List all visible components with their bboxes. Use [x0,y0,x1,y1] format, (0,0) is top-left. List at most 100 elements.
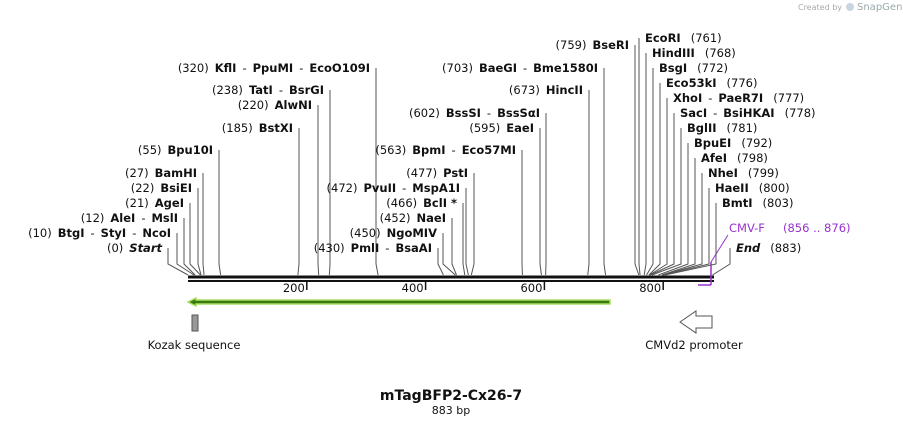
site-label: End (883) [736,241,801,255]
ruler-label: 800 [639,281,661,295]
site-line [649,98,668,276]
site-position: (452) [380,211,411,225]
site-line [470,173,475,276]
site-line [176,233,195,276]
enzyme-name: BssSαI [497,106,540,120]
separator: - [385,241,389,255]
enzyme-name: NaeI [417,211,446,225]
site-label: EcoRI (761) [645,31,722,45]
enzyme-name: StyI [101,226,127,240]
site-label: AfeI (798) [701,151,768,165]
site-position: (12) [81,211,105,225]
site-position: (185) [222,121,253,135]
site-position: (798) [737,151,768,165]
site-label: (55) Bpu10I [138,143,213,157]
site-label: (450) NgoMIV [350,226,437,240]
enzyme-name: Eco53kI [666,76,717,90]
enzyme-name: PmlI [351,241,380,255]
site-line [189,203,201,276]
credit-prefix: Created by [798,3,842,12]
separator: - [242,61,246,75]
site-position: (22) [131,181,155,195]
site-label: (238) TatI - BsrGI [212,83,324,97]
enzyme-name: PvuII [363,181,396,195]
site-position: (778) [785,106,816,120]
enzyme-name: BamHI [155,166,197,180]
separator: - [708,91,712,105]
credit-brand: SnapGene [857,2,903,13]
primer-line [710,234,729,263]
enzyme-name: MslI [151,211,178,225]
ruler-label: 600 [520,281,542,295]
site-line [648,83,661,276]
enzyme-name: BmtI [722,196,753,210]
site-line [643,53,647,276]
ruler-label: 400 [402,281,424,295]
enzyme-name: EcoO109I [309,61,370,75]
enzyme-name: BclI * [423,196,457,210]
site-label: (602) BssSI - BssSαI [409,106,540,120]
site-line [451,218,457,276]
site-position: (792) [741,136,772,150]
enzyme-name: PaeR7I [718,91,763,105]
primer-name: CMV-F [729,221,765,235]
site-line [661,158,696,276]
site-line [462,203,466,276]
enzyme-name: NheI [708,166,738,180]
site-position: (472) [327,181,358,195]
site-position: (781) [727,121,758,135]
enzyme-name: BglII [687,121,717,135]
enzyme-name: BsaAI [395,241,432,255]
site-label: (759) BseRI [556,38,629,52]
title: mTagBFP2-Cx26-7 [380,388,522,404]
enzyme-name: BseRI [592,38,629,52]
site-line [663,188,710,276]
site-label: (0) Start [107,241,163,255]
site-position: (320) [178,61,209,75]
separator: - [279,83,283,97]
site-position: (450) [350,226,381,240]
site-line [658,143,689,276]
site-line [197,188,202,276]
separator: - [523,61,527,75]
enzyme-name: BpuEI [694,136,731,150]
enzyme-name: MspA1I [412,181,460,195]
separator: - [132,226,136,240]
site-line [442,233,456,276]
site-position: (238) [212,83,243,97]
separator: - [452,143,456,157]
enzyme-name: BtgI [58,226,85,240]
site-line [202,173,205,276]
site-label: (320) KflI - PpuMI - EcoO109I [178,61,370,75]
enzyme-name: AfeI [701,151,727,165]
site-line [712,248,731,276]
site-line [317,105,320,276]
site-line [646,68,654,276]
site-position: (761) [691,31,722,45]
enzyme-name: BsiEI [160,181,192,195]
site-label: BglII (781) [687,121,757,135]
site-position: (772) [697,61,728,75]
site-label: (185) BstXI [222,121,293,135]
enzyme-name: Bme1580I [533,61,598,75]
site-line [664,203,717,276]
site-line [465,188,469,276]
site-label: (563) BpmI - Eco57MI [375,143,516,157]
feature-label: CMVd2 promoter [645,338,743,352]
promoter-arrow [679,310,713,334]
site-position: (602) [409,106,440,120]
site-line [638,38,641,276]
site-label: NheI (799) [708,166,779,180]
ruler-label: 200 [283,281,305,295]
enzyme-name: BsiHKAI [723,106,774,120]
enzyme-name: HindIII [652,46,695,60]
site-label: (477) PstI [406,166,468,180]
site-position: (759) [556,38,587,52]
site-line [539,128,542,276]
site-label: XhoI - PaeR7I (777) [673,91,804,105]
separator: - [299,61,303,75]
site-position: (477) [406,166,437,180]
site-label: (22) BsiEI [131,181,192,195]
site-label: (10) BtgI - StyI - NcoI [28,226,171,240]
